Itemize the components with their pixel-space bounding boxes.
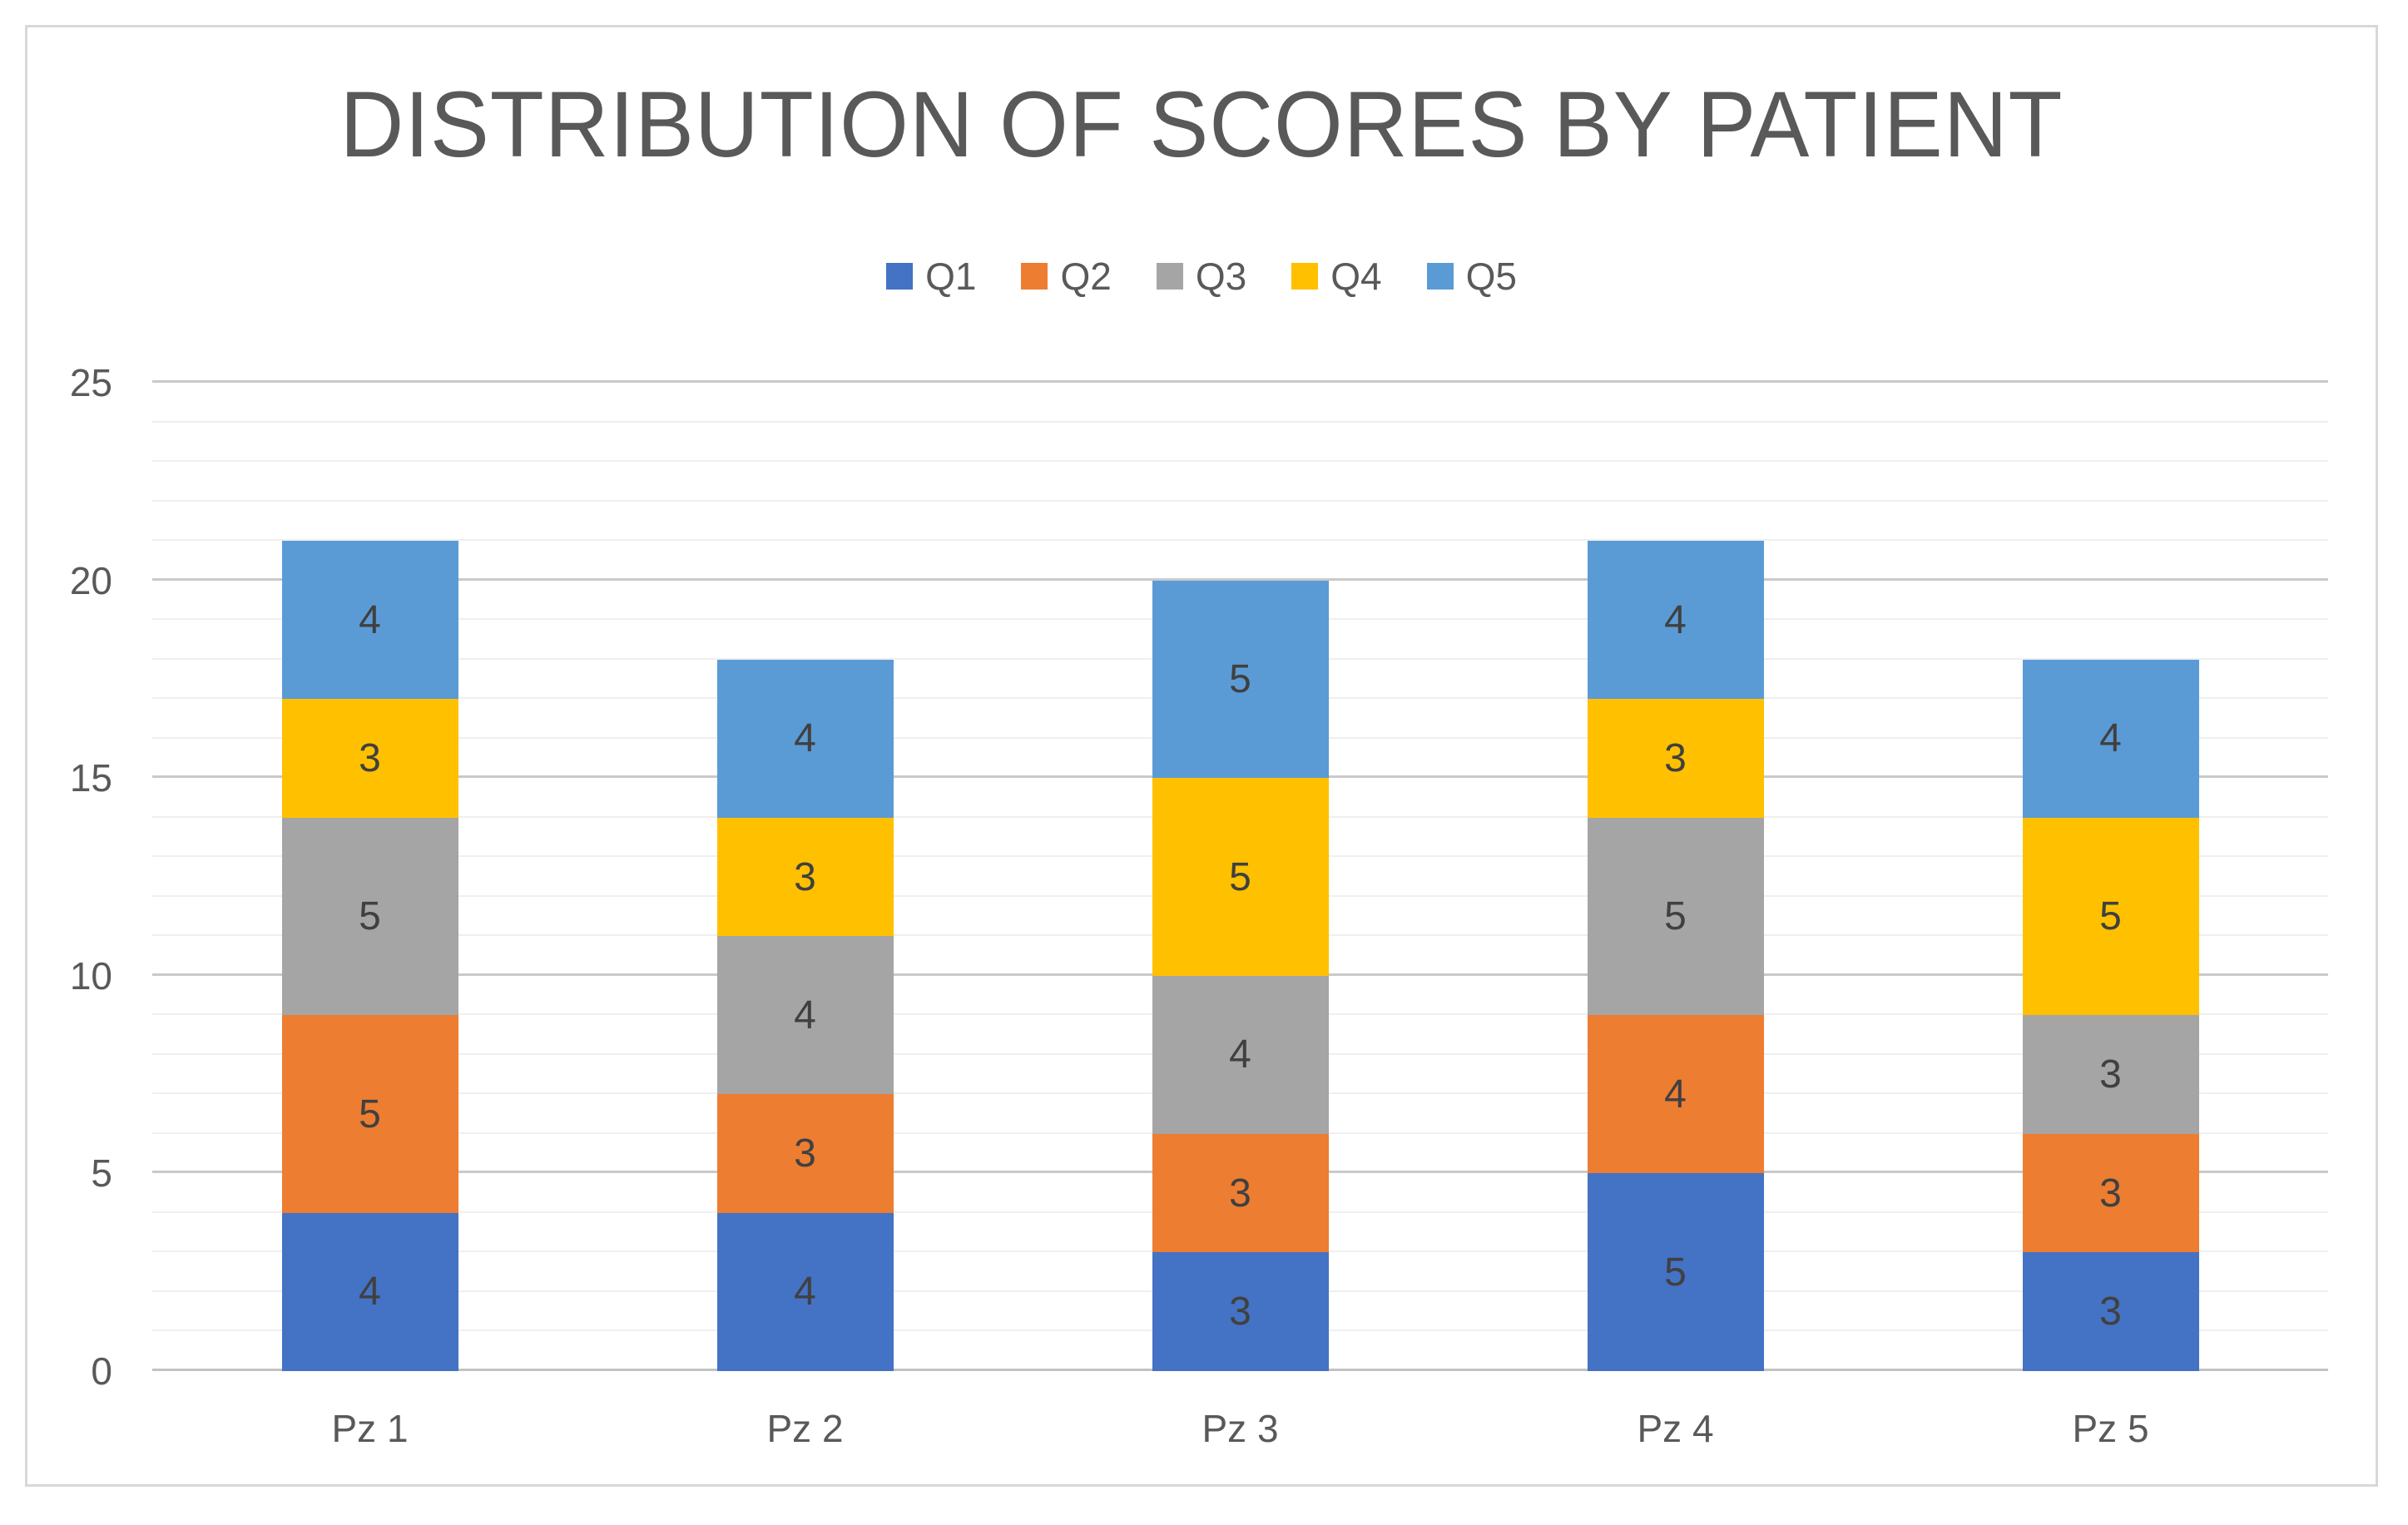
stacked-bar-pz-5: 3 3 3 5 4	[2022, 383, 2199, 1371]
data-label: 4	[794, 1270, 816, 1315]
data-label: 3	[2099, 1290, 2122, 1334]
minor-gridline	[152, 420, 2328, 423]
bar-segment-q4: 3	[1587, 699, 1764, 818]
y-axis-tick-label: 20	[69, 558, 112, 602]
minor-gridline	[152, 499, 2328, 502]
stacked-bar-pz-3: 3 3 4 5 5	[1152, 383, 1329, 1371]
bar-segment-q5: 4	[1587, 541, 1764, 700]
x-axis-category-label: Pz 1	[331, 1407, 409, 1450]
chart-title: DISTRIBUTION OF SCORES BY PATIENT	[339, 72, 2064, 176]
data-label: 3	[2099, 1052, 2122, 1097]
bar-segment-q5: 4	[281, 541, 458, 700]
y-axis-tick-label: 5	[91, 1151, 112, 1196]
bar-segment-q5: 5	[1152, 580, 1329, 779]
bar-segment-q4: 5	[1152, 778, 1329, 976]
x-axis-category-label: Pz 3	[1202, 1407, 1279, 1450]
data-label: 5	[1664, 1250, 1687, 1295]
data-label: 3	[1229, 1171, 1251, 1216]
chart-frame: DISTRIBUTION OF SCORES BY PATIENT Q1 Q2 Q3…	[25, 25, 2378, 1487]
legend-item-q4: Q4	[1291, 254, 1382, 299]
data-label: 5	[1229, 854, 1251, 899]
y-axis-tick-label: 0	[91, 1349, 112, 1393]
bar-segment-q3: 3	[2022, 1015, 2199, 1134]
legend-swatch-icon	[1021, 263, 1048, 290]
legend-label: Q3	[1195, 255, 1247, 298]
stacked-bar-pz-1: 4 5 5 3 4	[281, 383, 458, 1371]
bar-segment-q1: 5	[1587, 1173, 1764, 1371]
bar-segment-q3: 4	[1152, 975, 1329, 1134]
data-label: 5	[359, 1092, 381, 1136]
x-axis-category-label: Pz 5	[2072, 1407, 2149, 1450]
data-label: 4	[1229, 1032, 1251, 1077]
stacked-bar-pz-2: 4 3 4 3 4	[716, 383, 894, 1371]
data-label: 4	[794, 993, 816, 1037]
chart-legend: Q1 Q2 Q3 Q4 Q5	[27, 254, 2376, 299]
legend-label: Q1	[925, 255, 977, 298]
bar-segment-q1: 3	[2022, 1252, 2199, 1371]
bar-segment-q2: 3	[2022, 1133, 2199, 1253]
data-label: 4	[2099, 716, 2122, 761]
bar-segment-q1: 4	[716, 1212, 894, 1371]
data-label: 4	[1664, 597, 1687, 642]
legend-item-q2: Q2	[1021, 254, 1112, 299]
bar-segment-q1: 4	[281, 1212, 458, 1371]
legend-label: Q2	[1060, 255, 1112, 298]
data-label: 3	[1229, 1290, 1251, 1334]
data-label: 3	[794, 854, 816, 899]
legend-swatch-icon	[1426, 263, 1454, 290]
x-axis-category-label: Pz 4	[1637, 1407, 1714, 1450]
legend-swatch-icon	[886, 263, 914, 290]
data-label: 3	[1664, 735, 1687, 780]
data-label: 5	[1229, 656, 1251, 701]
bar-segment-q2: 5	[281, 1015, 458, 1213]
major-gridline	[152, 380, 2328, 383]
bar-segment-q2: 3	[1152, 1133, 1329, 1253]
bar-segment-q4: 3	[716, 817, 894, 937]
legend-label: Q4	[1330, 255, 1382, 298]
legend-swatch-icon	[1156, 263, 1183, 290]
y-axis-tick-label: 10	[69, 953, 112, 998]
data-label: 4	[794, 716, 816, 761]
data-label: 4	[1664, 1072, 1687, 1117]
minor-gridline	[152, 460, 2328, 463]
bar-segment-q3: 4	[716, 936, 894, 1095]
data-label: 5	[2099, 894, 2122, 939]
bar-segment-q5: 4	[2022, 659, 2199, 818]
data-label: 4	[359, 597, 381, 642]
bar-segment-q2: 4	[1587, 1015, 1764, 1174]
bar-segment-q1: 3	[1152, 1252, 1329, 1371]
legend-swatch-icon	[1291, 263, 1319, 290]
stacked-bar-pz-4: 5 4 5 3 4	[1587, 383, 1764, 1371]
data-label: 4	[359, 1270, 381, 1315]
legend-item-q1: Q1	[886, 254, 976, 299]
bar-segment-q4: 3	[281, 699, 458, 818]
x-axis-category-label: Pz 2	[766, 1407, 844, 1450]
minor-gridline	[152, 539, 2328, 542]
bar-segment-q2: 3	[716, 1094, 894, 1213]
bar-segment-q3: 5	[1587, 817, 1764, 1016]
major-gridline	[152, 577, 2328, 581]
data-label: 5	[359, 894, 381, 939]
data-label: 3	[2099, 1171, 2122, 1216]
legend-item-q5: Q5	[1426, 254, 1517, 299]
legend-label: Q5	[1465, 255, 1517, 298]
data-label: 3	[359, 735, 381, 780]
y-axis-tick-label: 25	[69, 361, 112, 404]
bar-segment-q3: 5	[281, 817, 458, 1016]
data-label: 5	[1664, 894, 1687, 939]
bar-segment-q5: 4	[716, 659, 894, 818]
y-axis-tick-label: 15	[69, 756, 112, 800]
bar-segment-q4: 5	[2022, 817, 2199, 1016]
legend-item-q3: Q3	[1156, 254, 1247, 299]
data-label: 3	[794, 1131, 816, 1176]
